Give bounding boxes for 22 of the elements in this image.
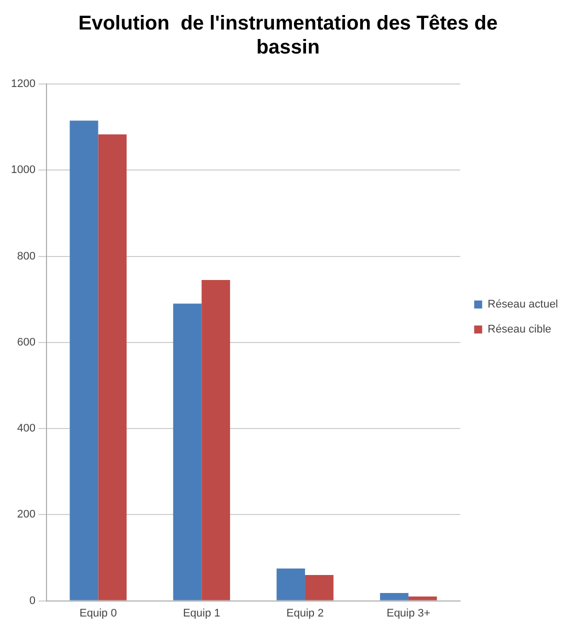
legend-label: Réseau cible <box>488 324 552 336</box>
bar <box>202 280 230 600</box>
y-tick-label: 0 <box>29 594 36 607</box>
y-tick-label: 600 <box>17 336 36 348</box>
bar <box>276 568 306 600</box>
x-tick-label: Equip 3+ <box>386 607 430 620</box>
bar <box>408 596 437 600</box>
y-tick-label: 200 <box>17 508 36 521</box>
bar <box>98 134 127 600</box>
bar <box>305 574 334 600</box>
bar <box>380 593 408 600</box>
bar <box>70 120 98 600</box>
y-tick-label: 1000 <box>10 164 36 176</box>
y-tick-label: 1200 <box>10 78 36 90</box>
x-tick-label: Equip 0 <box>80 607 117 620</box>
x-tick-label: Equip 2 <box>286 607 324 620</box>
y-tick-label: 800 <box>17 250 36 262</box>
chart-title: Evolution de l'instrumentation des Têtes de bassin <box>78 12 498 59</box>
legend-label: Réseau actuel <box>488 298 558 311</box>
x-tick-label: Equip 1 <box>182 607 220 620</box>
y-tick-label: 400 <box>17 422 36 435</box>
bar <box>173 304 202 600</box>
